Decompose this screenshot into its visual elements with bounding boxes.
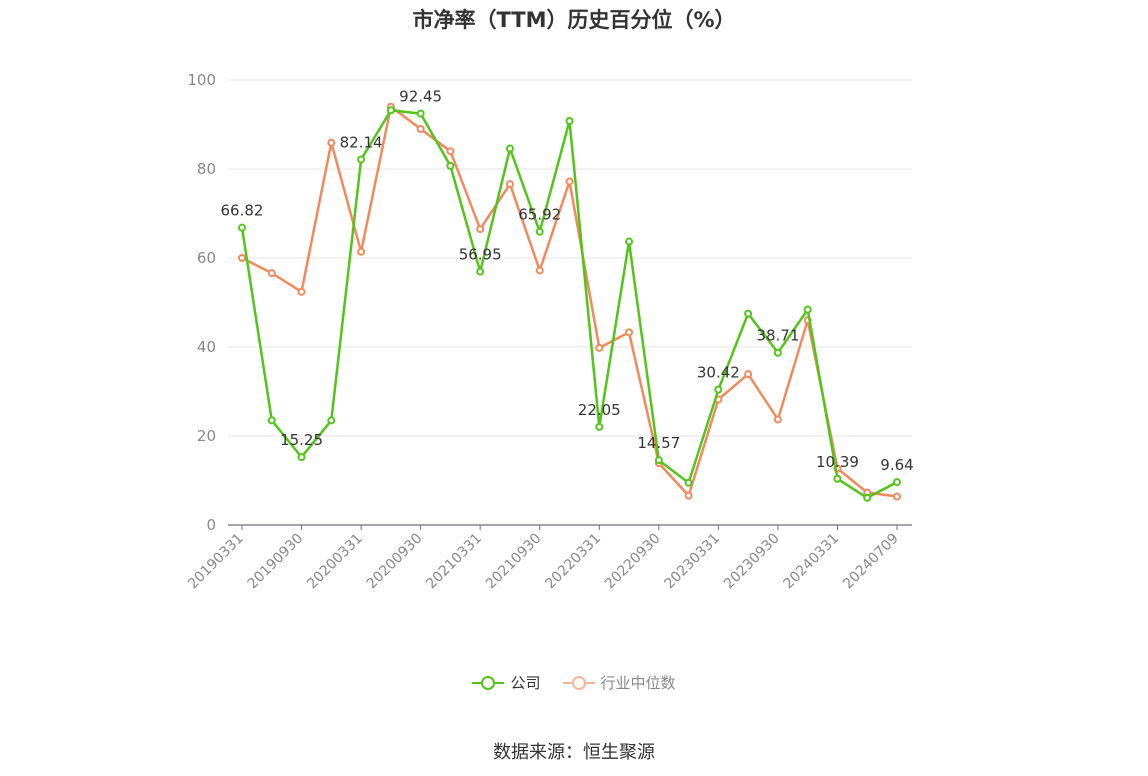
x-tick-label: 20190331 bbox=[185, 531, 247, 593]
data-label: 82.14 bbox=[340, 133, 383, 151]
data-point-industry-median bbox=[476, 225, 485, 234]
data-label: 66.82 bbox=[221, 202, 264, 220]
legend-item-company[interactable]: 公司 bbox=[472, 672, 541, 693]
x-tick-label: 20230930 bbox=[721, 531, 783, 593]
data-point-company bbox=[505, 144, 514, 153]
data-point-company bbox=[565, 116, 574, 125]
data-label: 92.45 bbox=[399, 88, 442, 106]
data-point-company bbox=[238, 223, 246, 232]
data-point-industry-median bbox=[297, 287, 306, 296]
data-label: 56.95 bbox=[459, 246, 502, 264]
chart-title: 市净率（TTM）历史百分位（%） bbox=[412, 8, 736, 32]
data-label: 38.71 bbox=[756, 327, 799, 345]
data-point-company bbox=[476, 267, 485, 276]
data-point-company bbox=[595, 422, 604, 431]
data-label: 22.05 bbox=[578, 401, 621, 419]
data-point-industry-median bbox=[416, 124, 425, 133]
data-point-company bbox=[893, 478, 901, 487]
data-point-industry-median bbox=[446, 147, 455, 156]
data-point-industry-median bbox=[238, 254, 246, 262]
legend: 公司 行业中位数 bbox=[0, 672, 1148, 693]
data-point-industry-median bbox=[565, 177, 574, 186]
y-tick-label: 80 bbox=[197, 160, 216, 178]
data-label: 14.57 bbox=[637, 434, 680, 452]
data-label: 10.39 bbox=[816, 453, 859, 471]
data-point-industry-median bbox=[505, 180, 514, 189]
x-tick-label: 20240709 bbox=[840, 531, 902, 593]
data-point-industry-median bbox=[327, 138, 336, 147]
series-line-industry-median bbox=[241, 105, 898, 498]
series-line-company bbox=[240, 109, 898, 500]
data-point-company bbox=[833, 474, 842, 483]
x-tick-label: 20240331 bbox=[781, 531, 843, 593]
data-point-company bbox=[654, 456, 663, 465]
data-point-industry-median bbox=[595, 343, 604, 352]
data-point-industry-median bbox=[773, 415, 782, 424]
x-tick-label: 20200331 bbox=[304, 531, 366, 593]
data-point-industry-median bbox=[357, 247, 366, 256]
legend-label-company: 公司 bbox=[510, 674, 541, 692]
data-point-industry-median bbox=[684, 491, 693, 500]
y-tick-label: 100 bbox=[187, 71, 216, 89]
data-point-company bbox=[625, 237, 634, 246]
legend-swatch-industry-median bbox=[562, 675, 595, 691]
data-point-company bbox=[803, 305, 812, 314]
data-label: 9.64 bbox=[880, 456, 913, 474]
data-point-company bbox=[744, 309, 753, 318]
line-chart: 0 20 40 60 80 100 2019033120190930202003312020… bbox=[185, 71, 914, 593]
data-point-industry-median bbox=[744, 370, 753, 379]
data-label: 30.42 bbox=[697, 364, 740, 382]
x-tick-label: 20230331 bbox=[661, 531, 723, 593]
x-tick-label: 20220331 bbox=[542, 531, 604, 593]
source-note: 数据来源：恒生聚源 bbox=[493, 742, 655, 763]
data-point-company bbox=[535, 227, 544, 236]
data-point-company bbox=[416, 109, 425, 118]
data-point-company bbox=[327, 416, 336, 425]
data-point-company bbox=[357, 155, 366, 164]
data-point-company bbox=[297, 453, 306, 462]
x-tick-label: 20210331 bbox=[423, 531, 485, 593]
legend-swatch-company bbox=[472, 675, 505, 691]
data-label: 15.25 bbox=[280, 431, 323, 449]
data-point-company bbox=[386, 106, 395, 115]
x-tick-label: 20210930 bbox=[483, 531, 545, 593]
data-point-industry-median bbox=[893, 492, 901, 501]
x-tick-label: 20190930 bbox=[245, 531, 307, 593]
data-point-company bbox=[684, 478, 693, 487]
y-tick-label: 60 bbox=[197, 249, 216, 267]
data-point-company bbox=[267, 416, 276, 425]
legend-item-industry-median[interactable]: 行业中位数 bbox=[562, 672, 676, 693]
y-tick-label: 0 bbox=[206, 516, 216, 534]
data-label: 65.92 bbox=[518, 206, 561, 224]
data-point-industry-median bbox=[535, 266, 544, 275]
data-point-company bbox=[863, 493, 872, 502]
data-point-industry-median bbox=[267, 269, 276, 278]
x-tick-label: 20220930 bbox=[602, 531, 664, 593]
legend-label-industry-median: 行业中位数 bbox=[600, 674, 676, 692]
data-point-company bbox=[773, 348, 782, 357]
x-tick-label: 20200930 bbox=[364, 531, 426, 593]
data-point-company bbox=[714, 385, 723, 394]
y-tick-label: 20 bbox=[197, 427, 216, 445]
data-point-company bbox=[446, 161, 455, 170]
data-point-industry-median bbox=[625, 328, 634, 337]
y-tick-label: 40 bbox=[197, 338, 216, 356]
